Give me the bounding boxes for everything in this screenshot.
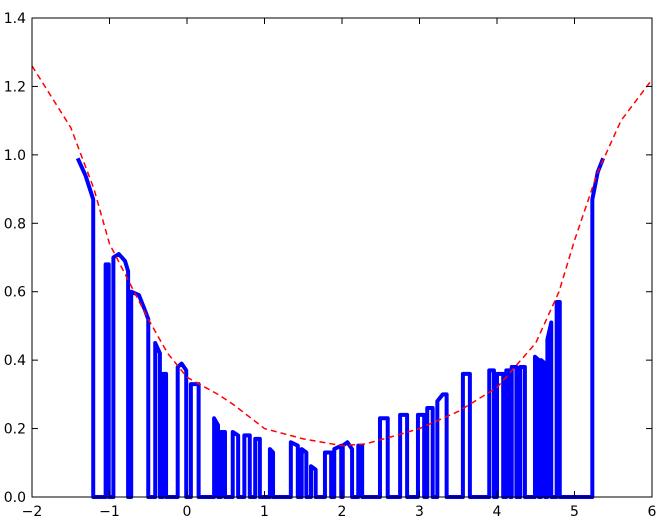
y-tick-label: 0.6: [4, 285, 26, 301]
data-line: [31, 65, 653, 447]
x-tick-label: −1: [99, 504, 120, 520]
x-tick-label: 4: [493, 504, 502, 520]
x-tick-label: 0: [183, 504, 192, 520]
y-tick-label: 1.4: [4, 11, 26, 27]
y-tick-label: 1.2: [4, 79, 26, 95]
y-tick-label: 0.2: [4, 422, 26, 438]
y-tick-label: 1.0: [4, 148, 26, 164]
y-tick-label: 0.0: [4, 490, 26, 506]
x-tick-label: 2: [338, 504, 347, 520]
data-line: [75, 157, 606, 499]
y-tick-label: 0.8: [4, 216, 26, 232]
y-tick-label: 0.4: [4, 353, 26, 369]
x-tick-label: 3: [415, 504, 424, 520]
x-tick-label: 6: [648, 504, 657, 520]
x-tick-label: 1: [260, 504, 269, 520]
x-tick-label: 5: [570, 504, 579, 520]
x-tick-label: −2: [22, 504, 43, 520]
